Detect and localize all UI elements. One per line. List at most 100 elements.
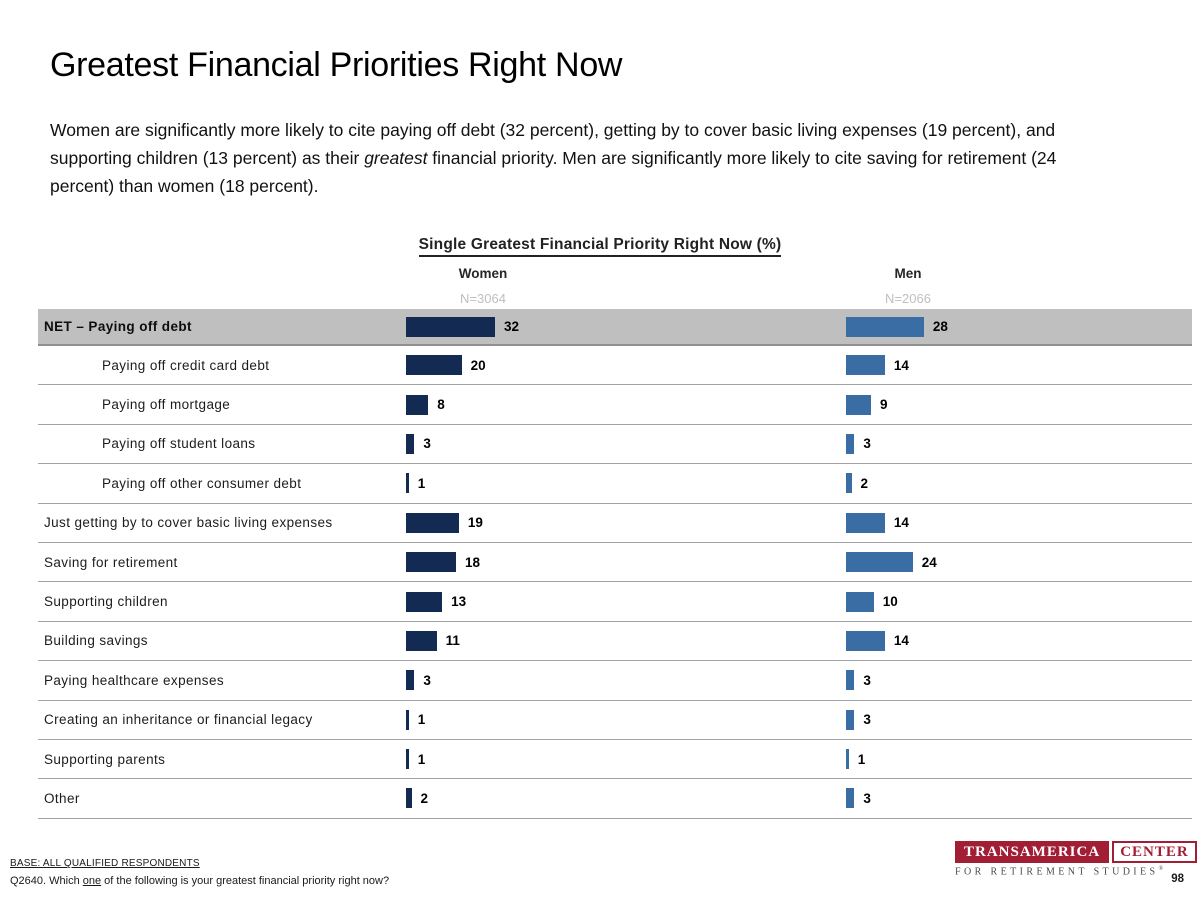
men-bar-cell: 28 — [846, 309, 948, 344]
question-underlined-word: one — [82, 875, 102, 887]
chart-title-wrap: Single Greatest Financial Priority Right… — [0, 236, 1200, 257]
women-value: 18 — [465, 554, 481, 570]
transamerica-logo: TRANSAMERICA CENTER FOR RETIREMENT STUDI… — [955, 841, 1197, 877]
category-label: Paying off other consumer debt — [102, 475, 302, 491]
table-row: Paying healthcare expenses 3 3 — [38, 661, 1192, 701]
table-row: Paying off mortgage 8 9 — [38, 385, 1192, 425]
women-bar-cell: 8 — [406, 385, 445, 423]
women-bar-cell: 1 — [406, 701, 425, 739]
women-bar — [406, 355, 462, 376]
men-value: 14 — [893, 357, 909, 373]
men-value: 3 — [863, 672, 871, 688]
women-bar — [406, 473, 409, 494]
logo-tagline: FOR RETIREMENT STUDIES® — [955, 866, 1164, 878]
women-value: 3 — [423, 436, 431, 452]
registered-mark: ® — [1158, 866, 1164, 872]
intro-paragraph: Women are significantly more likely to c… — [50, 116, 1080, 200]
women-value: 8 — [437, 397, 445, 413]
men-value: 14 — [893, 515, 909, 531]
logo-center-box: CENTER — [1112, 841, 1197, 863]
women-bar — [406, 316, 495, 337]
men-value: 24 — [921, 554, 937, 570]
women-bar — [406, 552, 457, 573]
women-bar-cell: 1 — [406, 464, 425, 502]
table-row: Just getting by to cover basic living ex… — [38, 504, 1192, 543]
question-text: Q2640. Which one of the following is you… — [10, 875, 389, 887]
women-value: 19 — [467, 515, 483, 531]
category-label: Paying off credit card debt — [102, 357, 270, 373]
category-label: Just getting by to cover basic living ex… — [44, 515, 333, 531]
men-bar — [846, 473, 852, 494]
category-label: Other — [44, 790, 80, 806]
men-bar-cell: 2 — [846, 464, 868, 502]
table-row: Supporting children 13 10 — [38, 582, 1192, 622]
men-value: 1 — [857, 751, 866, 767]
page-title: Greatest Financial Priorities Right Now — [50, 46, 623, 84]
women-value: 20 — [470, 357, 486, 373]
chart-title: Single Greatest Financial Priority Right… — [418, 236, 782, 257]
women-bar-cell: 1 — [406, 740, 425, 778]
men-bar — [846, 670, 855, 691]
question-part1: Q2640. Which — [10, 875, 83, 887]
women-value: 1 — [417, 475, 426, 491]
men-bar — [846, 788, 855, 809]
women-bar-cell: 32 — [406, 309, 519, 344]
men-bar — [846, 512, 885, 533]
category-label: Supporting children — [44, 594, 168, 610]
men-value: 28 — [932, 319, 948, 334]
table-row: Building savings 11 14 — [38, 622, 1192, 662]
women-value: 32 — [503, 319, 519, 334]
women-bar-cell: 3 — [406, 661, 431, 699]
bar-table: NET – Paying off debt 32 28 Paying off c… — [38, 309, 1192, 819]
logo-brand-box: TRANSAMERICA — [955, 841, 1110, 863]
men-bar-cell: 24 — [846, 543, 937, 581]
men-bar — [846, 749, 849, 770]
table-row: Saving for retirement 18 24 — [38, 543, 1192, 583]
category-label: Paying off student loans — [102, 436, 256, 452]
sample-size-women: N=3064 — [460, 291, 506, 306]
women-bar — [406, 788, 412, 809]
women-bar — [406, 394, 429, 415]
sample-size-men: N=2066 — [885, 291, 931, 306]
men-bar-cell: 9 — [846, 385, 888, 423]
women-bar — [406, 591, 443, 612]
men-value: 3 — [863, 436, 871, 452]
category-label: Building savings — [44, 633, 148, 649]
men-bar-cell: 3 — [846, 779, 871, 817]
category-label: NET – Paying off debt — [44, 319, 192, 334]
men-bar — [846, 552, 913, 573]
women-bar-cell: 18 — [406, 543, 480, 581]
question-part2: of the following is your greatest financ… — [101, 875, 390, 887]
category-label: Creating an inheritance or financial leg… — [44, 712, 313, 728]
base-label: BASE: ALL QUALIFIED RESPONDENTS — [10, 858, 200, 869]
men-bar — [846, 316, 924, 337]
men-bar-cell: 14 — [846, 504, 909, 542]
men-bar-cell: 10 — [846, 582, 898, 620]
table-row: Other 2 3 — [38, 779, 1192, 819]
women-bar-cell: 19 — [406, 504, 483, 542]
column-header-men: Men — [894, 266, 922, 281]
page-number: 98 — [1171, 873, 1184, 885]
table-row: Paying off student loans 3 3 — [38, 425, 1192, 465]
men-bar — [846, 591, 874, 612]
category-label: Paying off mortgage — [102, 397, 231, 413]
men-value: 10 — [882, 594, 898, 610]
women-value: 13 — [451, 594, 467, 610]
men-bar-cell: 14 — [846, 622, 909, 660]
women-value: 1 — [417, 751, 426, 767]
category-label: Supporting parents — [44, 751, 166, 767]
women-bar — [406, 709, 409, 730]
men-bar — [846, 355, 885, 376]
men-bar-cell: 14 — [846, 346, 909, 384]
women-bar — [406, 630, 437, 651]
table-row: Paying off credit card debt 20 14 — [38, 346, 1192, 386]
table-row: Supporting parents 1 1 — [38, 740, 1192, 780]
men-value: 3 — [863, 712, 871, 728]
men-bar-cell: 1 — [846, 740, 865, 778]
men-bar — [846, 709, 855, 730]
women-value: 3 — [423, 672, 431, 688]
women-bar-cell: 11 — [406, 622, 460, 660]
men-value: 2 — [860, 475, 869, 491]
women-bar-cell: 20 — [406, 346, 486, 384]
